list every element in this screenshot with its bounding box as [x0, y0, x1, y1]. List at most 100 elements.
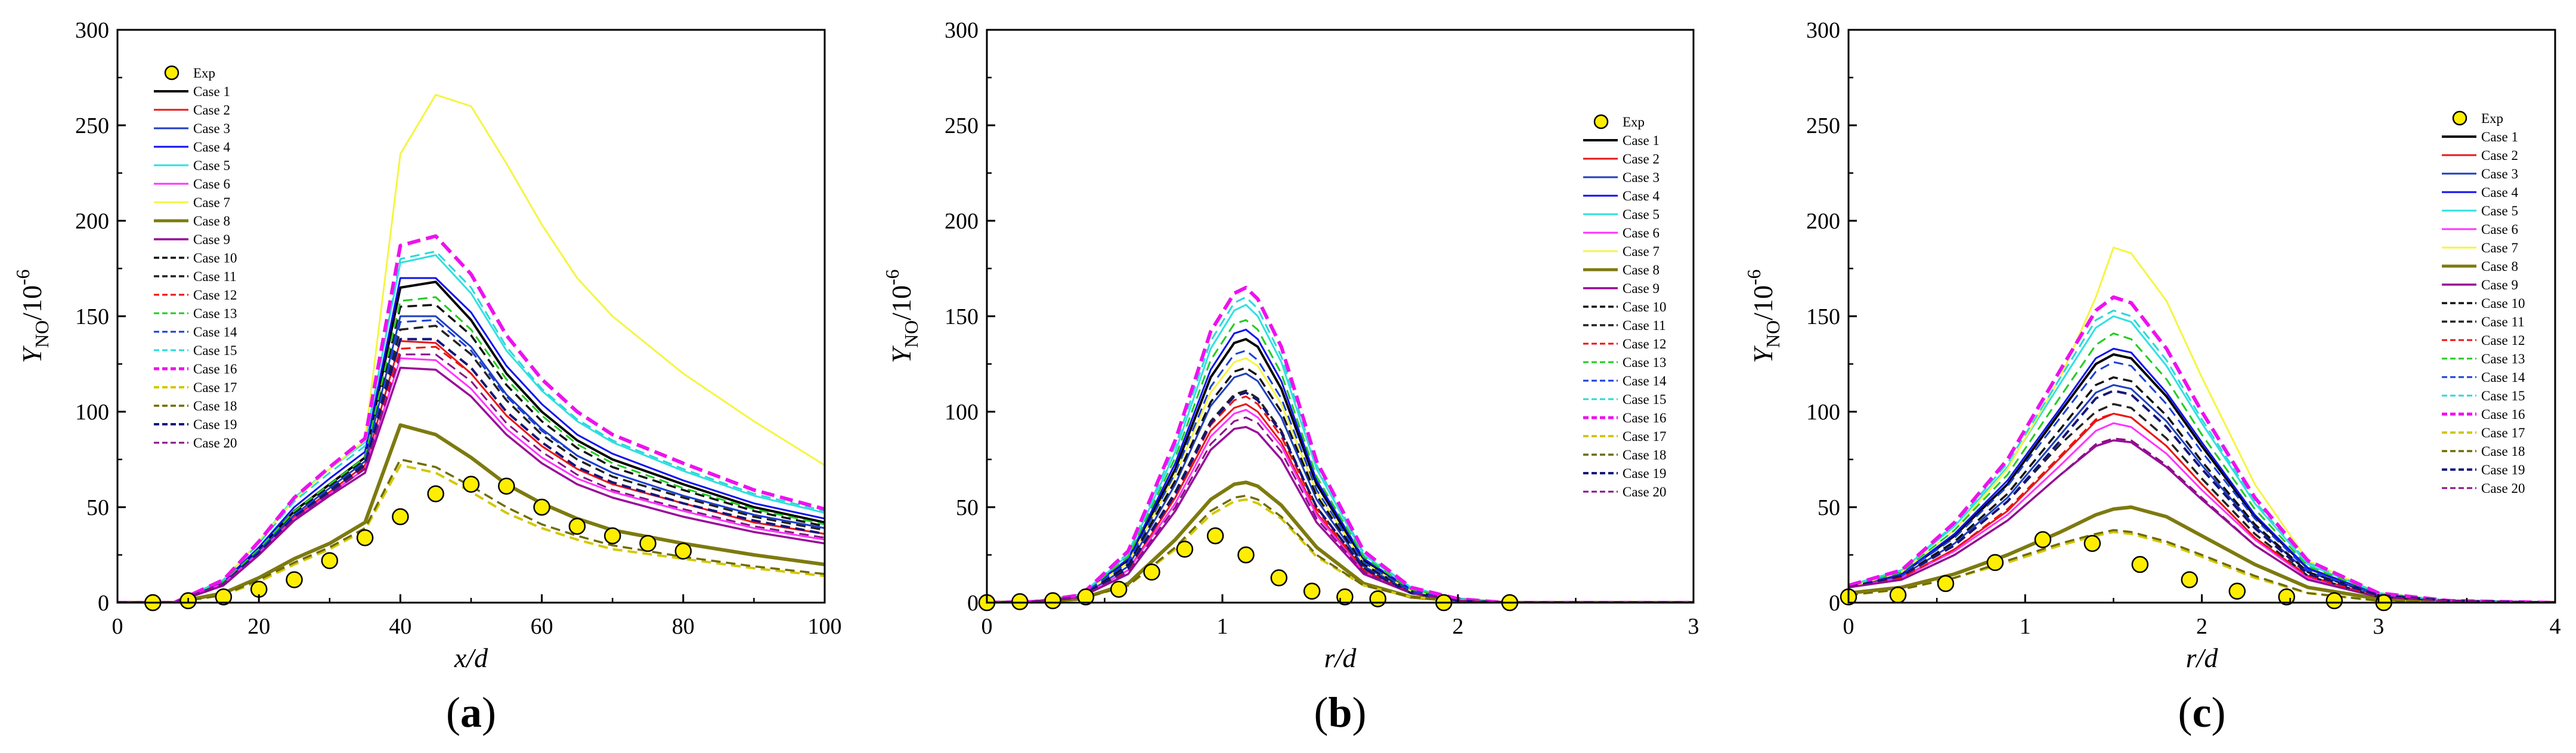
plot-frame — [1847, 29, 2556, 604]
series-line-case-1 — [987, 338, 1693, 603]
y-axis-label: YNO/10-6 — [881, 269, 922, 363]
legend: Exp Case 1 Case 2 Case 3 Case 4 Case 5 Case 6 C… — [154, 65, 237, 450]
legend-label-case-15: Case 15 — [193, 343, 237, 358]
legend-label-case-20: Case 20 — [193, 436, 237, 450]
legend-label-case-10: Case 10 — [2481, 296, 2525, 311]
legend-label-case-17: Case 17 — [2481, 425, 2525, 440]
x-tick-label: 0 — [112, 614, 123, 639]
legend-label-case-3: Case 3 — [1623, 170, 1659, 185]
series-line-case-11 — [987, 390, 1693, 603]
x-axis-label: r/d — [2186, 643, 2219, 673]
exp-point — [1176, 541, 1194, 558]
y-tick-label: 100 — [945, 400, 979, 425]
series-group — [1849, 246, 2555, 603]
x-tick-label: 40 — [389, 614, 411, 639]
legend-label-case-6: Case 6 — [193, 177, 230, 192]
legend-label-case-13: Case 13 — [193, 306, 237, 321]
exp-point — [639, 535, 657, 553]
legend-label-case-2: Case 2 — [193, 103, 230, 118]
x-tick-label: 3 — [1688, 614, 1699, 639]
x-axis-label: r/d — [1324, 643, 1357, 673]
exp-point — [603, 527, 621, 545]
chart-panel-1: 0 50 100 150 200 250 300 0 20 40 60 80 100 x/d YNO/10-… — [12, 18, 842, 736]
y-axis-label: YNO/10-6 — [12, 269, 52, 363]
legend-label-case-11: Case 11 — [2481, 314, 2525, 329]
x-tick-label: 0 — [1843, 614, 1854, 639]
exp-point — [1143, 563, 1160, 581]
series-line-case-13 — [117, 296, 825, 603]
series-line-case-13 — [1849, 332, 2555, 603]
exp-point — [1077, 588, 1095, 606]
y-tick-label: 250 — [75, 113, 109, 138]
legend-label-case-18: Case 18 — [2481, 444, 2525, 459]
legend-label-case-7: Case 7 — [2481, 240, 2518, 255]
legend-label-case-1: Case 1 — [193, 84, 230, 99]
y-tick-label: 300 — [1806, 18, 1840, 43]
legend-label-case-11: Case 11 — [193, 269, 237, 284]
series-line-case-16 — [987, 286, 1693, 603]
series-line-case-4 — [987, 328, 1693, 603]
series-line-case-20 — [987, 416, 1693, 603]
series-line-case-9 — [987, 425, 1693, 603]
legend-exp-marker — [1593, 114, 1609, 129]
legend: Exp Case 1 Case 2 Case 3 Case 4 Case 5 Case 6 C… — [1583, 114, 1667, 499]
legend-label-case-6: Case 6 — [2481, 222, 2518, 237]
x-axis-label: x/d — [454, 643, 488, 673]
series-line-case-16 — [117, 234, 825, 603]
y-tick-label: 100 — [75, 400, 109, 425]
x-tick-label: 0 — [982, 614, 993, 639]
y-tick-label: 150 — [75, 304, 109, 329]
x-tick-label: 60 — [531, 614, 553, 639]
series-line-case-3 — [987, 372, 1693, 603]
series-line-case-12 — [1849, 412, 2555, 603]
series-line-case-19 — [1849, 389, 2555, 603]
exp-point — [1206, 527, 1224, 545]
legend-label-case-3: Case 3 — [193, 121, 230, 136]
series-group — [987, 286, 1693, 603]
x-tick-label: 2 — [2196, 614, 2207, 639]
legend-label-case-4: Case 4 — [1623, 189, 1659, 203]
legend-label-case-12: Case 12 — [2481, 333, 2525, 348]
legend-label-case-12: Case 12 — [193, 288, 237, 303]
exp-point — [392, 508, 409, 526]
series-line-case-4 — [117, 277, 825, 603]
legend-label-case-8: Case 8 — [1623, 263, 1659, 277]
y-tick-label: 250 — [1806, 113, 1840, 138]
legend-label-case-3: Case 3 — [2481, 166, 2518, 181]
legend-label-case-2: Case 2 — [2481, 148, 2518, 163]
legend-label-case-1: Case 1 — [2481, 129, 2518, 144]
exp-point — [2228, 582, 2246, 600]
legend-exp-label: Exp — [193, 66, 215, 81]
legend-label-case-10: Case 10 — [1623, 300, 1666, 314]
series-line-case-20 — [117, 353, 825, 603]
exp-point — [2181, 571, 2199, 588]
series-line-case-20 — [1849, 437, 2555, 603]
series-line-case-8 — [1849, 505, 2555, 603]
chart-panel-3: 0 50 100 150 200 250 300 0 1 2 3 4 r/d YNO/10-6 Exp Cas… — [1743, 18, 2561, 736]
legend-label-case-14: Case 14 — [2481, 370, 2525, 385]
legend-label-case-16: Case 16 — [2481, 407, 2525, 422]
exp-point — [1110, 581, 1128, 598]
exp-point — [1336, 588, 1354, 606]
panel-label: (c) — [2178, 689, 2226, 736]
y-tick-label: 300 — [945, 18, 979, 43]
exp-point — [2131, 556, 2149, 573]
exp-point — [498, 477, 515, 495]
legend-exp-marker — [2452, 110, 2467, 126]
legend: Exp Case 1 Case 2 Case 3 Case 4 Case 5 Case 6 C… — [2442, 110, 2525, 496]
legend-label-case-8: Case 8 — [193, 214, 230, 229]
exp-point — [286, 571, 303, 588]
panel-label: (b) — [1314, 689, 1366, 736]
exp-point — [427, 485, 444, 502]
chart-panel-2: 0 50 100 150 200 250 300 0 1 2 3 r/d YNO/10-6 Exp Case… — [881, 18, 1699, 736]
legend-label-case-19: Case 19 — [2481, 462, 2525, 477]
series-line-case-15 — [117, 250, 825, 603]
y-tick-label: 0 — [1829, 591, 1840, 616]
series-line-case-18 — [1849, 529, 2555, 603]
legend-label-case-19: Case 19 — [1623, 466, 1666, 481]
x-tick-label: 1 — [2020, 614, 2031, 639]
exp-point — [1889, 586, 1907, 604]
x-tick-label: 80 — [672, 614, 695, 639]
legend-label-case-16: Case 16 — [193, 362, 237, 376]
